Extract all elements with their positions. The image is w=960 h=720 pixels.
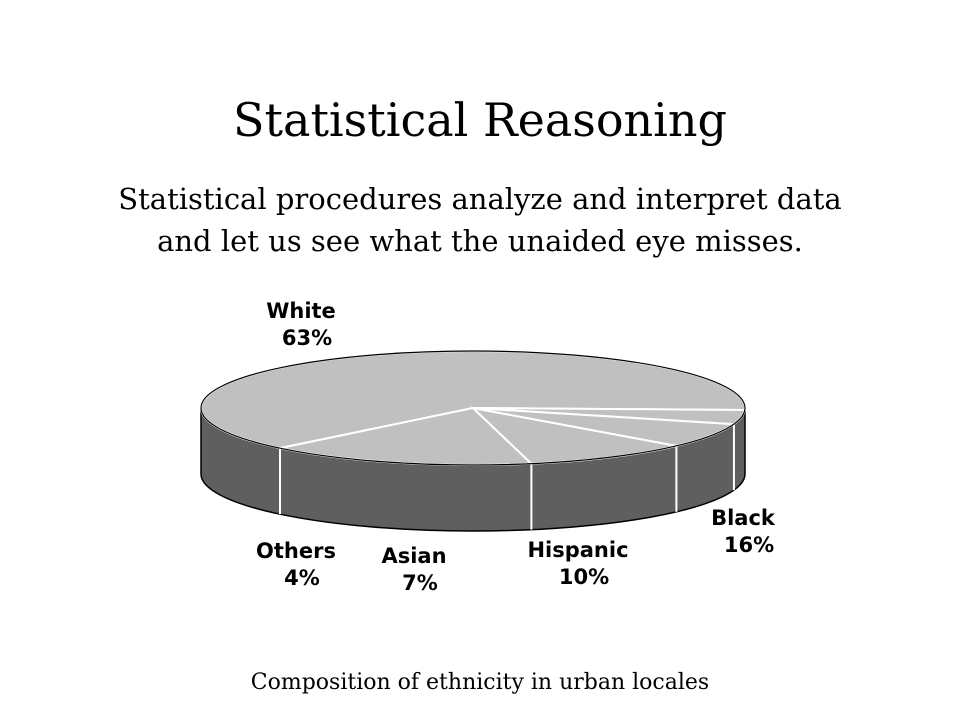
slide-title: Statistical Reasoning	[233, 93, 727, 147]
slice-value-black: 16%	[724, 533, 774, 557]
slice-value-white: 63%	[282, 326, 332, 350]
chart-caption: Composition of ethnicity in urban locale…	[250, 670, 710, 695]
slice-value-others: 4%	[284, 566, 320, 590]
body-line-1: Statistical procedures analyze and inter…	[118, 182, 842, 216]
body-line-2: and let us see what the unaided eye miss…	[157, 224, 803, 258]
slice-value-asian: 7%	[402, 571, 438, 595]
slice-label-white: White	[266, 299, 336, 323]
slice-label-hispanic: Hispanic	[527, 538, 628, 562]
slice-label-others: Others	[256, 539, 336, 563]
slide-body-text: Statistical procedures analyze and inter…	[40, 178, 920, 262]
slice-label-asian: Asian	[381, 544, 446, 568]
pie-top-outline	[200, 350, 746, 466]
slice-label-black: Black	[711, 506, 776, 530]
slice-value-hispanic: 10%	[559, 565, 609, 589]
